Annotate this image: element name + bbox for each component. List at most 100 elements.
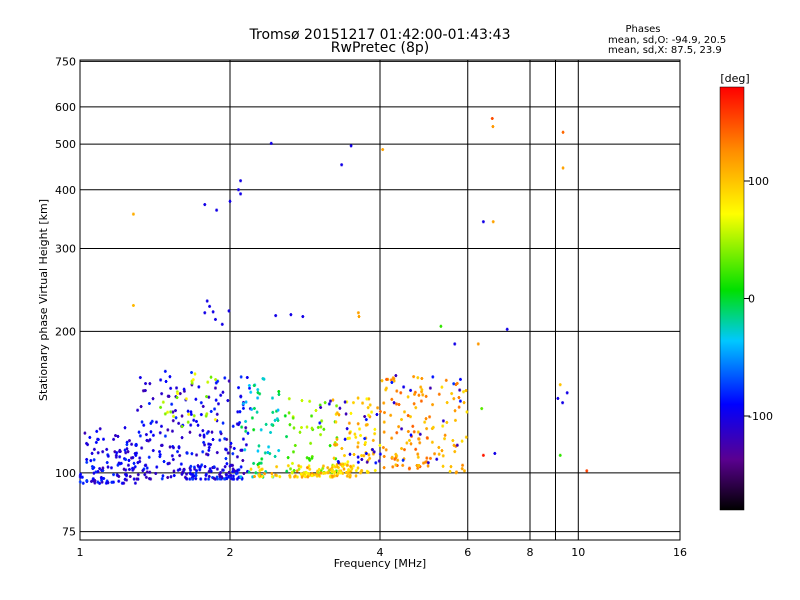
data-point-arm [198, 466, 202, 468]
data-point-arm [235, 423, 239, 425]
data-point-arm [252, 407, 256, 409]
data-point-arm [396, 459, 400, 461]
data-point-arm [138, 461, 142, 463]
y-tick-label: 400 [55, 184, 76, 197]
colorbar-tick-label: -100 [748, 410, 773, 423]
data-point-arm [431, 404, 435, 406]
data-point-arm [201, 451, 205, 453]
data-point-arm [215, 452, 219, 454]
data-point-arm [454, 384, 458, 386]
data-point-arm [182, 388, 186, 390]
data-point-arm [249, 391, 253, 393]
data-point-arm [407, 468, 411, 470]
data-point-arm [232, 478, 236, 480]
data-point-arm [349, 465, 353, 467]
data-point-arm [166, 429, 170, 431]
data-point-arm [448, 470, 452, 472]
data-point-arm [170, 403, 174, 405]
data-point-arm [101, 469, 105, 471]
data-point-arm [235, 456, 239, 458]
data-point-arm [342, 455, 346, 457]
data-point-arm [207, 443, 211, 445]
data-point-arm [131, 304, 135, 306]
data-point-arm [421, 462, 425, 464]
data-point-arm [334, 421, 338, 423]
data-point-arm [189, 473, 193, 475]
data-point-arm [256, 397, 260, 399]
data-point-arm [208, 305, 212, 307]
data-point-arm [416, 377, 420, 379]
data-point-arm [172, 470, 176, 472]
data-point-arm [481, 221, 485, 223]
data-point-arm [289, 314, 293, 316]
data-point-arm [392, 380, 396, 382]
data-point-arm [395, 390, 399, 392]
data-point-arm [160, 478, 164, 480]
data-point-arm [142, 424, 146, 426]
data-point-arm [344, 472, 348, 474]
data-point-arm [120, 482, 124, 484]
data-point-arm [356, 442, 360, 444]
data-point-arm [257, 474, 261, 476]
data-point-arm [435, 458, 439, 460]
data-point-arm [426, 465, 430, 467]
data-point-arm [110, 481, 114, 483]
y-tick-label: 300 [55, 243, 76, 256]
data-point-arm [440, 386, 444, 388]
data-point-arm [178, 455, 182, 457]
data-point-arm [420, 378, 424, 380]
data-point-arm [176, 469, 180, 471]
y-tick-label: 100 [55, 467, 76, 480]
data-point-arm [352, 454, 356, 456]
data-point-arm [349, 470, 353, 472]
data-point-arm [439, 325, 443, 327]
x-tick-label: 1 [77, 546, 84, 559]
data-point-arm [189, 424, 193, 426]
data-point-arm [205, 396, 209, 398]
data-point-arm [328, 476, 332, 478]
data-point-arm [98, 482, 102, 484]
data-point-arm [239, 180, 243, 182]
data-point-arm [184, 478, 188, 480]
data-point-arm [376, 407, 380, 409]
data-point-arm [225, 478, 229, 480]
data-point-arm [138, 435, 142, 437]
data-point-arm [188, 431, 192, 433]
data-point-arm [440, 450, 444, 452]
data-point-arm [266, 452, 270, 454]
data-point-arm [330, 471, 334, 473]
data-point-arm [231, 468, 235, 470]
grid [80, 60, 680, 540]
data-point-arm [221, 469, 225, 471]
data-point-arm [216, 380, 220, 382]
data-point-arm [326, 472, 330, 474]
data-point-arm [318, 404, 322, 406]
data-point-arm [124, 459, 128, 461]
data-point-arm [337, 414, 341, 416]
data-point-arm [363, 442, 367, 444]
data-point-arm [218, 474, 222, 476]
data-point-arm [144, 434, 148, 436]
data-point-arm [148, 471, 152, 473]
data-point-arm [441, 425, 445, 427]
data-point-arm [183, 476, 187, 478]
data-point-arm [244, 427, 248, 429]
data-point-arm [366, 407, 370, 409]
data-point-arm [346, 461, 350, 463]
data-point-arm [310, 457, 314, 459]
data-point-arm [270, 472, 274, 474]
data-point-arm [445, 421, 449, 423]
data-point-arm [171, 459, 175, 461]
data-point-arm [428, 457, 432, 459]
data-point-arm [214, 379, 218, 381]
data-point-arm [138, 377, 142, 379]
data-point-arm [295, 470, 299, 472]
data-point-arm [195, 454, 199, 456]
data-point-arm [227, 380, 231, 382]
data-point-arm [269, 142, 273, 144]
data-point-arm [441, 455, 445, 457]
data-point-arm [223, 377, 227, 379]
data-point-arm [83, 432, 87, 434]
data-point-arm [227, 310, 231, 312]
data-point-arm [275, 410, 279, 412]
